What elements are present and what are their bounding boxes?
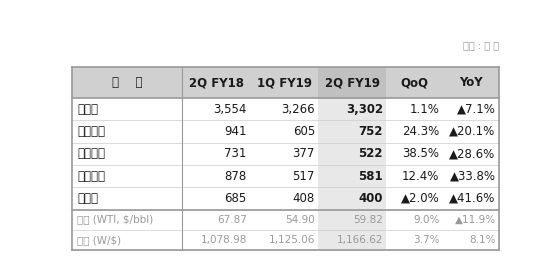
Text: 941: 941 <box>224 125 247 138</box>
Text: 1,166.62: 1,166.62 <box>336 235 383 245</box>
Bar <box>319 187 387 209</box>
Bar <box>72 165 182 187</box>
Text: 순이익: 순이익 <box>77 192 98 205</box>
Text: 3,302: 3,302 <box>346 103 383 116</box>
Text: 38.5%: 38.5% <box>402 147 439 160</box>
Text: 9.0%: 9.0% <box>413 215 439 225</box>
Text: 3.7%: 3.7% <box>413 235 439 245</box>
Text: YoY: YoY <box>459 76 483 89</box>
Bar <box>182 98 250 120</box>
Text: 1Q FY19: 1Q FY19 <box>257 76 312 89</box>
Text: 685: 685 <box>224 192 247 205</box>
Text: 54.90: 54.90 <box>285 215 315 225</box>
Text: QoQ: QoQ <box>400 76 428 89</box>
Text: 유가 (WTI, $/bbl): 유가 (WTI, $/bbl) <box>77 215 153 225</box>
Bar <box>250 98 319 120</box>
Bar <box>72 230 182 250</box>
Bar <box>250 67 319 98</box>
Text: 환율 (W/$): 환율 (W/$) <box>77 235 121 245</box>
Text: 581: 581 <box>358 169 383 182</box>
Bar <box>387 120 443 143</box>
Text: ▲2.0%: ▲2.0% <box>400 192 439 205</box>
Bar <box>443 165 499 187</box>
Bar <box>443 67 499 98</box>
Bar <box>387 98 443 120</box>
Bar <box>72 187 182 209</box>
Bar <box>319 120 387 143</box>
Bar <box>72 143 182 165</box>
Bar <box>319 143 387 165</box>
Bar <box>72 98 182 120</box>
Bar <box>250 209 319 230</box>
Text: 2Q FY19: 2Q FY19 <box>325 76 380 89</box>
Bar <box>443 209 499 230</box>
Bar <box>443 230 499 250</box>
Bar <box>319 67 387 98</box>
Bar <box>387 165 443 187</box>
Text: ▲7.1%: ▲7.1% <box>457 103 496 116</box>
Bar <box>250 120 319 143</box>
Text: 24.3%: 24.3% <box>402 125 439 138</box>
Text: 67.87: 67.87 <box>217 215 247 225</box>
Text: 3,554: 3,554 <box>213 103 247 116</box>
Bar <box>182 143 250 165</box>
Bar <box>387 187 443 209</box>
Bar <box>319 98 387 120</box>
Bar <box>443 120 499 143</box>
Text: 752: 752 <box>359 125 383 138</box>
Text: 517: 517 <box>292 169 315 182</box>
Text: ▲41.6%: ▲41.6% <box>449 192 496 205</box>
Bar <box>443 187 499 209</box>
Bar <box>182 120 250 143</box>
Bar <box>443 98 499 120</box>
Bar <box>387 67 443 98</box>
Text: 1,125.06: 1,125.06 <box>268 235 315 245</box>
Text: 1.1%: 1.1% <box>409 103 439 116</box>
Text: 영업이익: 영업이익 <box>77 147 105 160</box>
Text: 3,266: 3,266 <box>281 103 315 116</box>
Bar <box>72 67 182 98</box>
Bar <box>250 187 319 209</box>
Bar <box>250 143 319 165</box>
Bar <box>250 230 319 250</box>
Text: 59.82: 59.82 <box>353 215 383 225</box>
Bar <box>72 120 182 143</box>
Bar <box>443 143 499 165</box>
Bar <box>387 230 443 250</box>
Bar <box>319 165 387 187</box>
Text: 2Q FY18: 2Q FY18 <box>189 76 244 89</box>
Text: 522: 522 <box>359 147 383 160</box>
Bar <box>182 187 250 209</box>
Text: 세전이익: 세전이익 <box>77 169 105 182</box>
Text: 매출이익: 매출이익 <box>77 125 105 138</box>
Text: ▲33.8%: ▲33.8% <box>449 169 496 182</box>
Text: 878: 878 <box>224 169 247 182</box>
Bar <box>250 165 319 187</box>
Text: 731: 731 <box>224 147 247 160</box>
Text: 매출액: 매출액 <box>77 103 98 116</box>
Text: 400: 400 <box>359 192 383 205</box>
Bar <box>182 165 250 187</box>
Bar <box>319 209 387 230</box>
Text: 12.4%: 12.4% <box>402 169 439 182</box>
Text: 구    분: 구 분 <box>112 76 142 89</box>
Text: 8.1%: 8.1% <box>469 235 496 245</box>
Bar <box>182 230 250 250</box>
Bar <box>182 67 250 98</box>
Text: 605: 605 <box>292 125 315 138</box>
Bar <box>182 209 250 230</box>
Bar <box>387 209 443 230</box>
Text: ▲28.6%: ▲28.6% <box>449 147 496 160</box>
Bar <box>387 143 443 165</box>
Text: ▲20.1%: ▲20.1% <box>449 125 496 138</box>
Text: 단위 : 억 원: 단위 : 억 원 <box>463 40 499 50</box>
Text: 1,078.98: 1,078.98 <box>201 235 247 245</box>
Bar <box>319 230 387 250</box>
Bar <box>72 209 182 230</box>
Text: ▲11.9%: ▲11.9% <box>455 215 496 225</box>
Text: 377: 377 <box>292 147 315 160</box>
Text: 408: 408 <box>292 192 315 205</box>
